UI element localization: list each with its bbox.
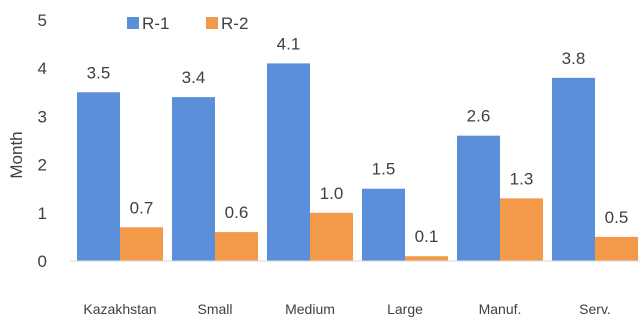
data-labels: 3.5 3.4 4.1 1.5 2.6 3.8 0.7 0.6 1.0 0.1 1.3 0.5: [87, 34, 629, 246]
y-tick-label: 0: [38, 252, 47, 271]
y-tick-labels: 0 1 2 3 4 5: [38, 11, 47, 271]
x-tick-label: Kazakhstan: [83, 301, 156, 317]
data-label: 3.8: [562, 49, 586, 68]
y-tick-label: 2: [38, 156, 47, 175]
x-tick-label: Small: [197, 301, 232, 317]
legend-swatch-r-1: [127, 17, 139, 29]
legend: R-1 R-2: [127, 14, 248, 33]
data-label: 3.4: [182, 68, 206, 87]
bar-r-1-kazakhstan: [77, 92, 120, 261]
x-tick-labels: Kazakhstan Small Medium Large Manuf. Serv.: [83, 301, 610, 317]
data-label: 1.0: [320, 184, 344, 203]
bar-r-2-medium: [310, 212, 353, 261]
legend-swatch-r-2: [206, 17, 218, 29]
data-label: 1.3: [510, 169, 534, 188]
legend-label-r-1: R-1: [142, 14, 169, 33]
data-label: 0.1: [415, 227, 439, 246]
x-tick-label: Medium: [285, 301, 335, 317]
data-label: 2.6: [467, 107, 491, 126]
bar-r-1-medium: [267, 63, 310, 261]
bar-r-1-serv: [552, 77, 595, 261]
x-tick-label: Serv.: [579, 301, 611, 317]
data-label: 4.1: [277, 34, 301, 53]
data-label: 0.5: [605, 208, 629, 227]
legend-label-r-2: R-2: [221, 14, 248, 33]
data-label: 3.5: [87, 63, 111, 82]
data-label: 1.5: [372, 160, 396, 179]
data-label: 0.6: [225, 203, 249, 222]
bar-r-1-small: [172, 97, 215, 262]
y-tick-label: 3: [38, 107, 47, 126]
bar-r-1-large: [362, 188, 405, 261]
y-axis-label: Month: [7, 131, 26, 178]
bars: [77, 63, 638, 262]
bar-r-2-large: [405, 256, 448, 261]
y-tick-label: 1: [38, 204, 47, 223]
bar-r-2-small: [215, 232, 258, 261]
bar-r-2-serv: [595, 236, 638, 261]
y-tick-label: 4: [38, 59, 47, 78]
data-label: 0.7: [130, 198, 154, 217]
bar-r-1-manuf: [457, 135, 500, 261]
x-tick-label: Large: [387, 301, 423, 317]
bar-r-2-manuf: [500, 198, 543, 261]
bar-r-2-kazakhstan: [120, 227, 163, 261]
y-tick-label: 5: [38, 11, 47, 30]
x-tick-label: Manuf.: [479, 301, 522, 317]
